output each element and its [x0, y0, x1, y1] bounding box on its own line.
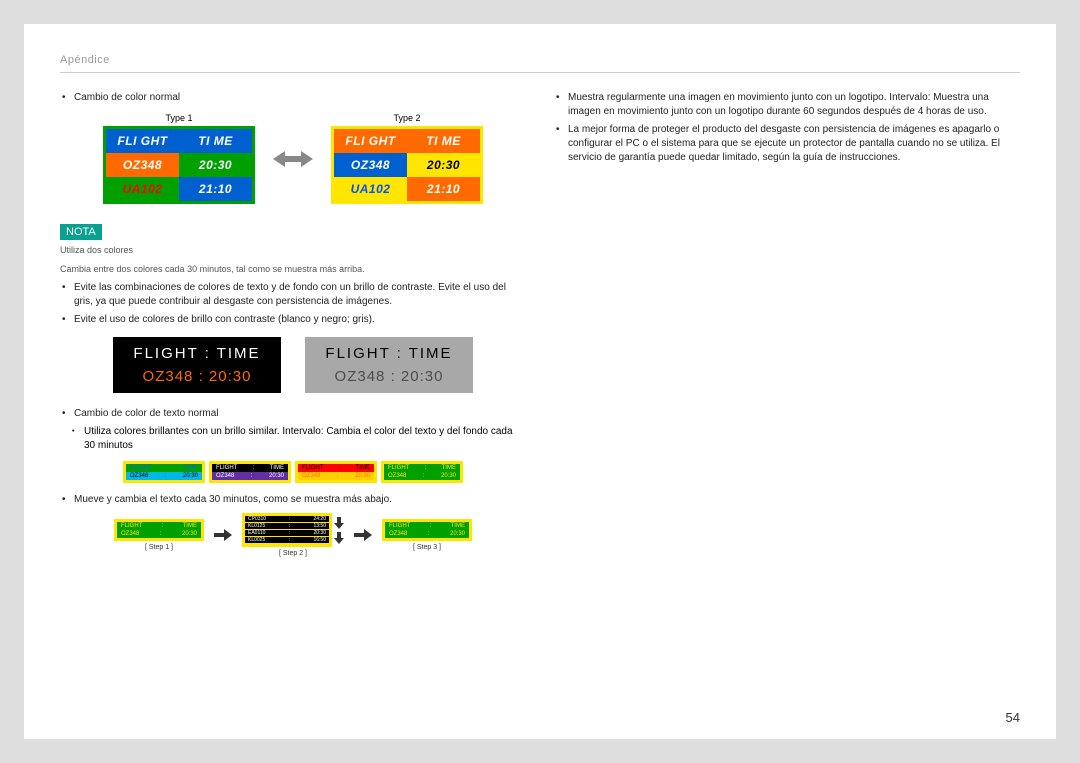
bullet-avoid-contrast: Evite las combinaciones de colores de te… — [74, 281, 526, 309]
section-header: Apéndice — [60, 54, 1020, 73]
type1-block: Type 1 FLI GHT TI ME OZ348 20:30 UA102 2 — [103, 113, 255, 204]
right-column: Muestra regularmente una imagen en movim… — [554, 91, 1020, 563]
arrow-right-icon — [214, 529, 232, 541]
cell: OZ348 — [106, 153, 179, 177]
type-boards-row: Type 1 FLI GHT TI ME OZ348 20:30 UA102 2 — [60, 113, 526, 204]
cell: 20:30 — [450, 531, 465, 537]
step2-line: KL0025:16:50 — [245, 537, 329, 543]
small-boards-row: FLIGHT:TIMEOZ348:20:30FLIGHT:TIMEOZ348:2… — [60, 461, 526, 483]
nota-line2: Cambia entre dos colores cada 30 minutos… — [60, 263, 526, 276]
step1-board: FLIGHT : TIME OZ348 : 20:30 — [114, 519, 204, 541]
cell: UA102 — [106, 177, 179, 201]
page: Apéndice Cambio de color normal Type 1 F… — [24, 24, 1056, 739]
cell: OZ348 — [389, 531, 407, 537]
cell-time: TI ME — [179, 129, 252, 153]
contrast-examples: FLIGHT : TIME OZ348 : 20:30 FLIGHT : TIM… — [60, 337, 526, 393]
bullet-protect-product: La mejor forma de proteger el producto d… — [568, 123, 1020, 165]
contrast-head: FLIGHT : TIME — [305, 345, 473, 362]
arrow-down-icon — [334, 517, 344, 529]
small-board: FLIGHT:TIMEOZ348:20:30 — [209, 461, 291, 483]
bullet-text-color-change: Cambio de color de texto normal — [74, 407, 526, 421]
two-column-layout: Cambio de color normal Type 1 FLI GHT TI… — [60, 91, 1020, 563]
step3-block: FLIGHT : TIME OZ348 : 20:30 [ Step 3 ] — [382, 519, 472, 551]
step3-board: FLIGHT : TIME OZ348 : 20:30 — [382, 519, 472, 541]
step2-block: CP0310:24:20KL0125:13:50EA0110:20:30KL00… — [242, 513, 344, 557]
step1-block: FLIGHT : TIME OZ348 : 20:30 [ Step 1 ] — [114, 519, 204, 551]
cell: OZ348 — [121, 531, 139, 537]
bullet-move-text: Mueve y cambia el texto cada 30 minutos,… — [74, 493, 526, 507]
bullet-avoid-bw: Evite el uso de colores de brillo con co… — [74, 313, 526, 327]
type2-board: FLI GHT TI ME OZ348 20:30 UA102 21:10 — [331, 126, 483, 204]
arrow-down-icon — [334, 532, 344, 544]
type2-label: Type 2 — [393, 113, 420, 123]
page-number: 54 — [1006, 710, 1020, 725]
cell: UA102 — [334, 177, 407, 201]
subbullet-text-color: Utiliza colores brillantes con un brillo… — [84, 425, 526, 453]
small-board: FLIGHT:TIMEOZ348:20:30 — [381, 461, 463, 483]
bullet-color-change: Cambio de color normal — [74, 91, 526, 105]
cell: OZ348 — [334, 153, 407, 177]
cell-flight: FLI GHT — [334, 129, 407, 153]
step2-line: CP0310:24:20 — [245, 516, 329, 522]
contrast-body: OZ348 : 20:30 — [113, 368, 281, 385]
cell: 20:30 — [407, 153, 480, 177]
type1-board: FLI GHT TI ME OZ348 20:30 UA102 21:10 — [103, 126, 255, 204]
cell: FLIGHT — [389, 523, 410, 529]
steps-row: FLIGHT : TIME OZ348 : 20:30 [ Step 1 ] — [60, 513, 526, 557]
left-column: Cambio de color normal Type 1 FLI GHT TI… — [60, 91, 526, 563]
step-label: [ Step 2 ] — [279, 550, 307, 557]
small-board: FLIGHT:TIMEOZ348:20:30 — [123, 461, 205, 483]
nota-badge: NOTA — [60, 224, 102, 240]
contrast-head: FLIGHT : TIME — [113, 345, 281, 362]
contrast-box-dark: FLIGHT : TIME OZ348 : 20:30 — [113, 337, 281, 393]
type2-block: Type 2 FLI GHT TI ME OZ348 20:30 UA102 2 — [331, 113, 483, 204]
cell: 21:10 — [179, 177, 252, 201]
cell: 21:10 — [407, 177, 480, 201]
step2-line: KL0125:13:50 — [245, 523, 329, 529]
arrow-right-icon — [354, 529, 372, 541]
step2-board: CP0310:24:20KL0125:13:50EA0110:20:30KL00… — [242, 513, 332, 547]
double-arrow-icon — [273, 149, 313, 169]
cell-flight: FLI GHT — [106, 129, 179, 153]
cell: TIME — [451, 523, 465, 529]
step-label: [ Step 3 ] — [413, 544, 441, 551]
cell-time: TI ME — [407, 129, 480, 153]
small-board: FLIGHT:TIMEOZ348:20:30 — [295, 461, 377, 483]
step2-line: EA0110:20:30 — [245, 530, 329, 536]
bullet-moving-image: Muestra regularmente una imagen en movim… — [568, 91, 1020, 119]
contrast-box-gray: FLIGHT : TIME OZ348 : 20:30 — [305, 337, 473, 393]
nota-line1: Utiliza dos colores — [60, 244, 526, 257]
cell: 20:30 — [182, 531, 197, 537]
cell: FLIGHT — [121, 523, 142, 529]
step-label: [ Step 1 ] — [145, 544, 173, 551]
cell: TIME — [183, 523, 197, 529]
type1-label: Type 1 — [165, 113, 192, 123]
cell: 20:30 — [179, 153, 252, 177]
contrast-body: OZ348 : 20:30 — [305, 368, 473, 385]
